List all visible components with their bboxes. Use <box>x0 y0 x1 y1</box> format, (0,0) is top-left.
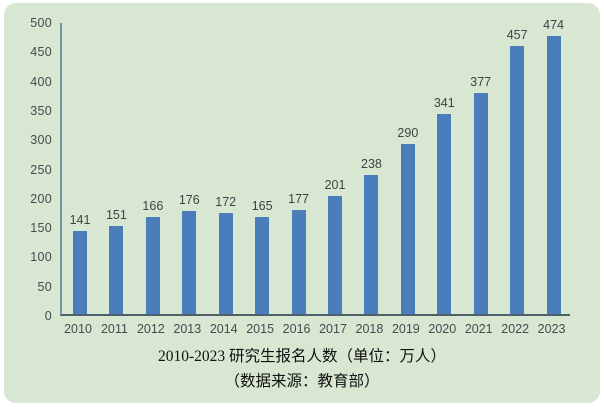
bar <box>109 225 124 314</box>
bar <box>437 114 452 314</box>
bar-group: 201 <box>317 178 353 314</box>
x-tick-label: 2017 <box>319 322 347 336</box>
x-tick-label: 2019 <box>391 322 420 336</box>
y-tick-label: 100 <box>30 250 52 265</box>
bar-value-label: 141 <box>69 213 91 228</box>
bar-group: 151 <box>98 208 134 314</box>
y-tick-label: 350 <box>30 103 52 118</box>
chart-title: 2010-2023 研究生报名人数（单位：万人） <box>157 348 447 365</box>
x-tick-label: 2023 <box>537 322 566 336</box>
x-tick-label: 2012 <box>136 322 165 336</box>
bar-value-label: 176 <box>178 192 200 207</box>
y-tick-label: 150 <box>30 221 52 236</box>
bar-value-label: 166 <box>142 198 164 213</box>
x-tick-label: 2010 <box>64 322 92 336</box>
y-tick-label: 450 <box>30 45 52 60</box>
x-tick-label: 2022 <box>501 322 530 336</box>
x-tick-label: 2021 <box>464 322 493 336</box>
chart-source-note: （数据来源：教育部） <box>224 373 380 390</box>
x-tick-label: 2014 <box>209 322 238 336</box>
bar-group: 341 <box>426 96 462 314</box>
x-tick-label: 2015 <box>246 322 275 336</box>
y-tick-label: 200 <box>30 191 52 206</box>
bar-value-label: 474 <box>543 18 564 33</box>
bar <box>145 216 160 314</box>
bar-group: 172 <box>208 195 244 314</box>
bar <box>291 210 306 314</box>
y-tick-label: 0 <box>44 309 52 323</box>
bar-group: 290 <box>390 126 426 314</box>
bar-group: 165 <box>244 199 280 314</box>
bar <box>546 36 561 314</box>
bar <box>328 196 342 314</box>
bar-group: 177 <box>281 192 317 314</box>
bar-value-label: 377 <box>470 75 492 90</box>
bar-value-label: 290 <box>397 126 419 141</box>
bar-value-label: 172 <box>215 195 237 210</box>
bar-value-label: 457 <box>506 28 528 43</box>
x-tick-label: 2018 <box>355 322 384 336</box>
bar-group: 474 <box>536 18 572 314</box>
y-tick-label: 300 <box>30 133 52 148</box>
bar-group: 238 <box>353 157 389 314</box>
bar-value-label: 341 <box>433 96 455 111</box>
bar <box>364 174 379 314</box>
bar-value-label: 201 <box>324 178 346 193</box>
bar <box>218 213 233 314</box>
bar <box>473 93 488 314</box>
y-tick-label: 250 <box>30 162 52 177</box>
y-tick-label: 500 <box>30 16 52 30</box>
bar-value-label: 238 <box>361 156 382 171</box>
bar <box>510 46 525 314</box>
chart-caption: 2010-2023 研究生报名人数（单位：万人） （数据来源：教育部） <box>4 344 600 394</box>
x-tick-label: 2020 <box>428 322 457 336</box>
bar-group: 166 <box>135 199 171 314</box>
bar-group: 176 <box>171 193 207 314</box>
x-tick-label: 2011 <box>100 322 128 336</box>
bar-value-label: 151 <box>105 207 127 222</box>
bar-value-label: 177 <box>288 192 309 207</box>
bar <box>182 210 197 314</box>
x-axis: 2010 2011 2012 2013 2014 2015 2016 2017 2018 2019… <box>60 322 570 340</box>
bar-group: 457 <box>499 28 535 314</box>
y-tick-label: 400 <box>30 74 52 89</box>
chart-panel: 0 50 100 150 200 250 300 350 400 450 500 141 151 166… <box>4 3 600 403</box>
bar-value-label: 165 <box>251 199 273 214</box>
bar-chart: 0 50 100 150 200 250 300 350 400 450 500 141 151 166… <box>4 3 600 403</box>
y-axis: 0 50 100 150 200 250 300 350 400 450 500 <box>16 16 52 323</box>
plot-area: 141 151 166 176 172 165 177 201 238 290 341 377 457 4… <box>60 18 572 316</box>
bar <box>73 231 87 314</box>
y-tick-label: 50 <box>37 279 52 294</box>
bar <box>400 144 415 314</box>
x-tick-label: 2016 <box>282 322 311 336</box>
x-tick-label: 2013 <box>173 322 202 336</box>
bar <box>255 217 270 314</box>
bar-group: 141 <box>62 213 98 314</box>
bar-group: 377 <box>463 75 499 314</box>
